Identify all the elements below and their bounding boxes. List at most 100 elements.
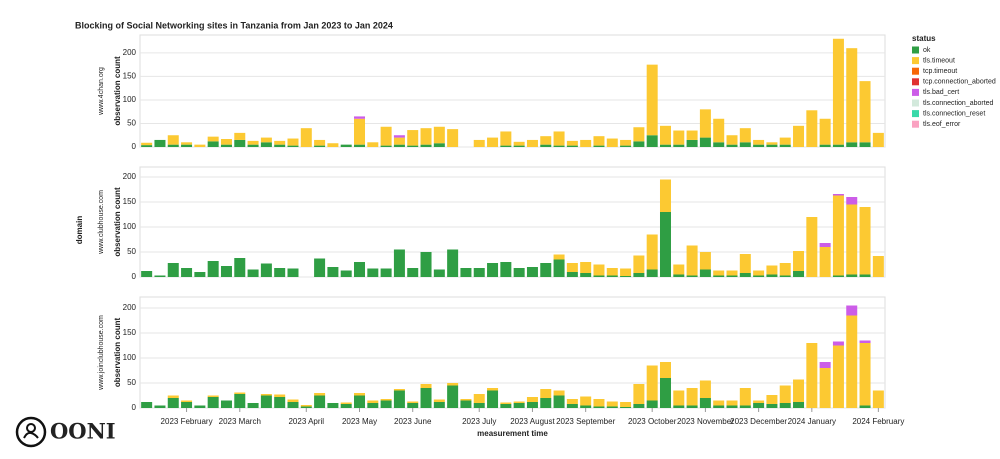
bar-segment [327,403,339,408]
bar-segment [713,118,725,143]
legend-label: tls.connection_aborted [923,100,994,107]
bar-segment [872,390,884,408]
bar-segment [832,275,844,277]
bar-segment [726,144,738,147]
bar-segment [300,128,312,147]
x-tick-label: 2023 December [730,417,787,426]
bar-segment [832,195,844,276]
bar-segment [713,142,725,147]
bar-segment [739,388,751,406]
bar-segment [713,405,725,408]
bar-segment [234,139,246,147]
legend-label: tcp.connection_aborted [923,79,996,86]
bar-segment [340,404,352,408]
bar-segment [819,118,831,145]
bar-segment [420,384,432,388]
bar-segment [354,144,366,147]
bar-segment [872,132,884,147]
x-tick-label: 2023 February [161,417,213,426]
bar-segment [274,397,286,408]
bar-segment [300,406,312,408]
bar-segment [606,138,618,147]
bar-segment [793,125,805,147]
bar-segment [566,263,578,272]
bar-segment [207,136,219,142]
bar-segment [699,137,711,147]
bar-segment [540,398,552,408]
bar-segment [846,274,858,277]
y-tick-label: 50 [127,247,136,256]
y-axis-label: observation count [113,317,122,387]
bar-segment [220,144,232,147]
bar-segment [553,131,565,146]
bar-segment [779,385,791,403]
bar-segment [247,403,259,408]
bar-segment [314,395,326,408]
bar-segment [500,404,512,408]
bar-segment [686,275,698,277]
bar-segment [367,400,379,403]
bar-segment [739,254,751,273]
bar-segment [234,132,246,140]
bar-segment [832,144,844,147]
bar-segment [753,400,765,403]
bar-segment [500,402,512,404]
bar-segment [739,128,751,143]
bar-segment [154,275,166,277]
panel-frame [139,296,886,409]
bar-segment [859,207,871,275]
x-tick-label: 2023 September [556,417,615,426]
bar-segment [606,401,618,407]
bar-segment [393,389,405,391]
bar-segment [633,404,645,408]
bar-segment [646,234,658,270]
bar-segment [447,385,459,408]
bar-segment [274,394,286,397]
bar-segment [141,402,153,408]
bar-segment [846,204,858,275]
bar-segment [633,255,645,273]
bar-segment [659,378,671,408]
bar-segment [566,145,578,147]
bar-segment [806,110,818,147]
bar-segment [407,403,419,408]
bar-segment [247,140,259,145]
bar-segment [220,400,232,408]
logo-text: OONI [50,419,116,444]
bar-segment [260,395,272,408]
bar-segment [846,48,858,143]
bar-segment [606,268,618,276]
bar-segment [686,245,698,276]
bar-segment [287,268,299,277]
bar-segment [779,275,791,277]
bar-segment [832,38,844,145]
bar-segment [766,395,778,404]
bar-segment [314,145,326,147]
bar-segment [407,401,419,403]
bar-segment [566,399,578,404]
bar-segment [167,395,179,398]
bar-segment [620,407,632,408]
bar-segment [487,390,499,408]
bar-segment [846,197,858,205]
bar-segment [340,402,352,404]
bar-segment [207,141,219,147]
bar-segment [593,275,605,277]
bar-segment [167,263,179,277]
bar-segment [859,81,871,143]
x-axis-label: measurement time [477,429,548,438]
bar-segment [500,262,512,277]
bar-segment [420,252,432,277]
bar-segment [766,404,778,408]
bar-segment [793,271,805,277]
bar-segment [620,268,632,276]
bar-segment [327,267,339,277]
x-tick-label: 2023 April [288,417,324,426]
bar-segment [513,141,525,146]
bar-segment [393,135,405,138]
bar-segment [779,263,791,276]
bar-segment [380,400,392,408]
bar-segment [699,380,711,398]
bar-segment [314,139,326,146]
bar-segment [566,140,578,146]
